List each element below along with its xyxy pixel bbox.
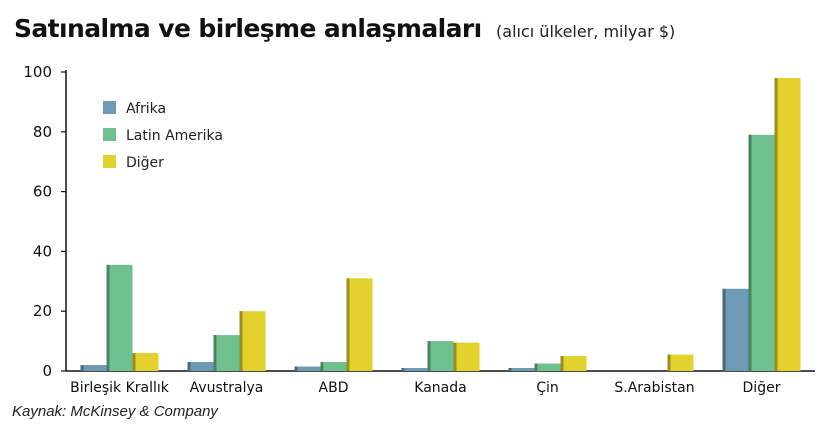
bar-shade <box>560 356 564 371</box>
bar-shade <box>187 362 191 371</box>
bar-1 <box>401 368 428 371</box>
y-tick-label: 60 <box>33 183 52 201</box>
x-tick-label: Avustralya <box>190 380 264 396</box>
x-tick-label: Birleşik Krallık <box>70 380 170 396</box>
bar-1 <box>508 368 535 371</box>
bar-1 <box>294 366 321 371</box>
bar-3 <box>774 77 801 371</box>
bar-2 <box>213 335 240 371</box>
bar-2 <box>534 363 561 371</box>
y-tick-label: 0 <box>42 362 52 380</box>
bar-shade <box>80 365 84 371</box>
bar-shade <box>774 77 778 371</box>
bar-shade <box>401 368 405 371</box>
bar-2 <box>106 264 133 371</box>
bar-shade <box>453 342 457 371</box>
bar-3 <box>239 311 266 371</box>
bar-3 <box>453 342 480 371</box>
legend-swatch <box>103 155 116 168</box>
bar-3 <box>667 354 694 371</box>
bar-3 <box>560 356 587 371</box>
bar-1 <box>80 365 107 371</box>
x-tick-label: Diğer <box>743 380 781 396</box>
chart-title: Satınalma ve birleşme anlaşmaları <box>14 14 482 43</box>
legend-label: Latin Amerika <box>126 128 223 144</box>
bar-chart: 0 20 40 60 80 100 Birleşik Krallık Avustralya AB… <box>23 63 815 396</box>
bar-3 <box>132 353 159 371</box>
y-tick-label: 40 <box>33 242 52 260</box>
bar-shade <box>508 368 512 371</box>
bar-shade <box>320 362 324 371</box>
bar-shade <box>132 353 136 371</box>
legend-swatch <box>103 128 116 141</box>
bar-2 <box>748 134 775 371</box>
legend-label: Afrika <box>126 101 166 117</box>
bar-2 <box>320 362 347 371</box>
chart-title-row: Satınalma ve birleşme anlaşmaları (alıcı… <box>14 14 675 43</box>
x-tick-label: ABD <box>319 380 349 396</box>
bar-shade <box>294 366 298 371</box>
bar-shade <box>239 311 243 371</box>
bar-shade <box>534 363 538 371</box>
source-note: Kaynak: McKinsey & Company <box>12 403 218 420</box>
bar-shade <box>748 134 752 371</box>
bar-1 <box>187 362 214 371</box>
bar-shade <box>427 341 431 371</box>
chart-subtitle: (alıcı ülkeler, milyar $) <box>496 22 676 41</box>
x-tick-label: Çin <box>536 380 559 396</box>
y-tick-label: 100 <box>23 63 52 81</box>
y-tick-label: 20 <box>33 302 52 320</box>
bar-shade <box>106 264 110 371</box>
bar-shade <box>346 278 350 371</box>
bar-shade <box>667 354 671 371</box>
y-tick-label: 80 <box>33 123 52 141</box>
bar-2 <box>427 341 454 371</box>
legend-swatch <box>103 101 116 114</box>
legend-label: Diğer <box>126 155 164 171</box>
bar-shade <box>722 288 726 371</box>
bar-3 <box>346 278 373 371</box>
bar-shade <box>213 335 217 371</box>
x-tick-label: S.Arabistan <box>614 380 694 396</box>
bar-1 <box>722 288 749 371</box>
x-tick-label: Kanada <box>414 380 466 396</box>
